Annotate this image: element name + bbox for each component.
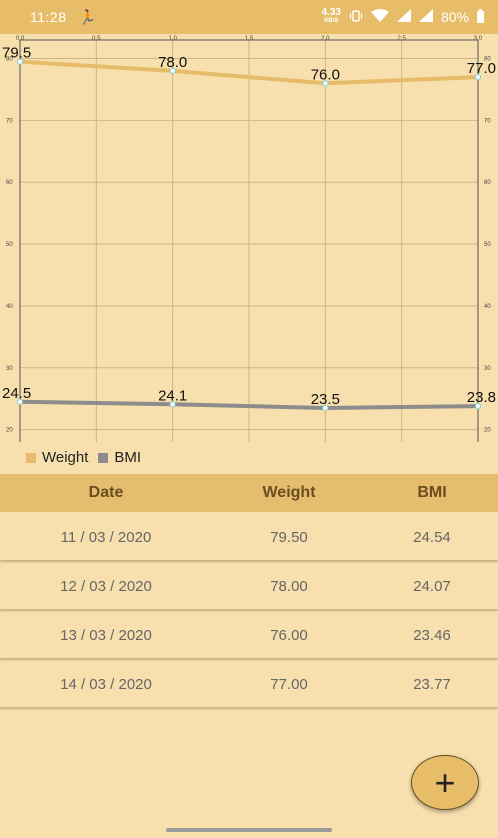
status-bar: 11:28 🏃 4.33 KB/S 80% (0, 0, 498, 34)
row-bmi: 23.46 (413, 626, 451, 644)
row-bmi: 23.77 (413, 675, 451, 693)
row-date: 13 / 03 / 2020 (60, 626, 152, 644)
row-weight: 76.00 (270, 626, 308, 644)
row-bmi: 24.54 (413, 528, 451, 546)
battery-level: 80% (440, 9, 469, 25)
wifi-icon (370, 9, 389, 25)
data-label-bmi: 24.5 (2, 385, 31, 402)
gesture-nav-bar[interactable] (166, 828, 332, 832)
legend-item-bmi: BMI (98, 449, 141, 466)
row-weight: 79.50 (270, 528, 308, 546)
y-tick-label-right: 50 (484, 242, 491, 248)
table-row[interactable]: 14 / 03 / 2020 77.00 23.77 (0, 661, 498, 707)
signal-icon-2 (418, 9, 433, 25)
y-tick-label-right: 20 (484, 428, 491, 434)
y-tick-label-left: 80 (6, 57, 13, 63)
x-tick-label: 0.0 (16, 36, 25, 42)
column-header-weight: Weight (262, 484, 316, 501)
status-icons: 4.33 KB/S 80% (321, 7, 484, 25)
data-label-weight: 76.0 (311, 66, 340, 83)
data-label-weight: 77.0 (467, 60, 496, 77)
signal-icon (396, 9, 411, 25)
data-label-weight: 79.5 (2, 45, 31, 62)
vibrate-icon (349, 9, 363, 25)
y-tick-label-left: 60 (6, 180, 13, 186)
y-tick-label-left: 40 (6, 304, 13, 310)
network-speed-unit: KB/S (324, 18, 339, 24)
y-tick-label-right: 60 (484, 180, 491, 186)
y-tick-label-left: 20 (6, 428, 13, 434)
series-line-bmi (19, 399, 479, 410)
row-weight: 77.00 (270, 675, 308, 693)
network-speed-value: 4.33 (321, 7, 341, 18)
data-point-bmi (474, 403, 482, 410)
data-point-weight (322, 80, 329, 87)
row-date: 11 / 03 / 2020 (60, 528, 152, 546)
x-tick-label: 1.0 (168, 36, 177, 42)
battery-icon (477, 9, 484, 23)
x-tick-label: 0.5 (92, 36, 101, 42)
row-date: 12 / 03 / 2020 (60, 577, 152, 595)
legend-label-weight: Weight (42, 449, 89, 466)
series-line-weight (19, 59, 479, 86)
legend-swatch-bmi (98, 452, 109, 463)
y-tick-label-right: 30 (484, 366, 491, 372)
row-bmi: 24.07 (413, 577, 451, 595)
data-point-weight (474, 74, 482, 81)
data-point-bmi (169, 401, 176, 408)
y-tick-label-right: 80 (484, 57, 491, 63)
data-point-weight (169, 67, 176, 75)
x-tick-label: 1.5 (245, 36, 254, 42)
legend-label-bmi: BMI (114, 449, 142, 466)
legend-swatch-weight (26, 452, 36, 463)
plus-icon: + (434, 761, 456, 803)
data-label-bmi: 23.5 (311, 391, 340, 408)
y-tick-label-right: 70 (484, 118, 491, 124)
table-header: Date Weight BMI (0, 474, 498, 512)
running-icon: 🏃 (78, 8, 96, 25)
y-tick-label-left: 70 (6, 118, 13, 124)
data-label-bmi: 23.8 (467, 389, 496, 406)
x-tick-label: 3.0 (474, 36, 483, 42)
column-header-bmi: BMI (417, 484, 447, 501)
table-row[interactable]: 12 / 03 / 2020 78.00 24.07 (0, 563, 498, 609)
data-point-bmi (16, 398, 24, 405)
weight-bmi-line-chart: 0.0 0.5 1.0 1.5 2.0 2.5 3.0 20 20 30 30 40 40 50 50 60 6… (2, 36, 496, 442)
data-point-weight (16, 58, 24, 65)
data-point-bmi (322, 404, 329, 412)
row-weight: 78.00 (270, 577, 308, 595)
column-header-date: Date (88, 484, 124, 501)
x-tick-label: 2.5 (397, 36, 406, 42)
row-date: 14 / 03 / 2020 (60, 675, 152, 693)
x-tick-label: 2.0 (321, 36, 330, 42)
data-label-weight: 78.0 (158, 54, 187, 71)
status-time: 11:28 (30, 9, 67, 25)
chart-legend: Weight BMI (26, 449, 145, 466)
network-speed: 4.33 KB/S (321, 7, 341, 25)
y-tick-label-left: 50 (6, 242, 13, 248)
legend-item-weight: Weight (26, 449, 88, 466)
y-tick-label-left: 30 (6, 366, 13, 372)
y-tick-label-right: 40 (484, 304, 491, 310)
table-row[interactable]: 11 / 03 / 2020 79.50 24.54 (0, 514, 498, 560)
data-label-bmi: 24.1 (158, 387, 187, 404)
table-row[interactable]: 13 / 03 / 2020 76.00 23.46 (0, 612, 498, 658)
add-entry-button[interactable]: + (411, 755, 479, 810)
